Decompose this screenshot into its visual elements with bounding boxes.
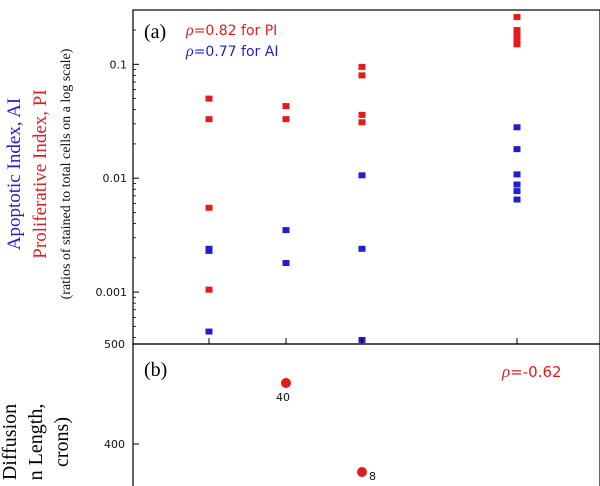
y-axis-label-pi: Proliferative Index, PI xyxy=(30,89,51,258)
point-pi xyxy=(513,32,521,39)
point-ai xyxy=(513,188,521,195)
point-pi xyxy=(282,103,290,110)
point-pi xyxy=(282,116,290,123)
panel-a: (a) ρ=0.82 for PI ρ=0.77 for AI 0.10.010… xyxy=(4,9,600,345)
point-label: 40 xyxy=(276,391,290,404)
point-ai xyxy=(513,146,521,153)
panel-a-y-ticks: 0.1 0.01 0.001 xyxy=(96,29,139,338)
point-pi xyxy=(358,63,366,70)
point-label: 8 xyxy=(369,470,376,483)
point-ai xyxy=(513,196,521,203)
point-pi xyxy=(358,119,366,126)
point-ai xyxy=(205,328,213,335)
point-ai xyxy=(205,247,213,254)
annotation-pi: ρ=0.82 for PI xyxy=(185,22,277,39)
panel-b-ylabel-line-1: Diffusion xyxy=(0,404,21,480)
panel-b-y-ticks: 500 400 xyxy=(104,338,139,451)
point-ai xyxy=(282,260,290,267)
panel-b-ylabel-line-2: n Length, xyxy=(25,404,47,481)
annotation-rho-b: ρ=-0.62 xyxy=(501,362,562,381)
point-ai xyxy=(282,227,290,234)
point-ai xyxy=(358,172,366,179)
point-pi xyxy=(513,27,521,34)
point-ai xyxy=(513,171,521,178)
panel-a-points xyxy=(205,14,521,343)
point-pi xyxy=(513,14,521,21)
point-diffusion xyxy=(357,467,367,477)
panel-a-label: (a) xyxy=(144,21,166,43)
panel-b-label: (b) xyxy=(144,359,167,381)
point-pi xyxy=(358,72,366,79)
point-pi xyxy=(205,204,213,211)
y-axis-label-note: (ratios of stained to total cells on a l… xyxy=(59,48,74,299)
point-ai xyxy=(513,124,521,131)
annotation-ai: ρ=0.77 for AI xyxy=(185,43,278,60)
y-tick-label: 400 xyxy=(104,438,125,451)
point-pi xyxy=(513,36,521,43)
point-ai xyxy=(358,245,366,252)
point-pi xyxy=(205,286,213,293)
y-tick-label: 0.01 xyxy=(103,172,128,185)
point-pi xyxy=(205,116,213,123)
point-ai xyxy=(513,181,521,188)
y-axis-label-ai: Apoptotic Index, AI xyxy=(4,98,25,251)
panel-a-frame xyxy=(132,9,600,345)
panel-b-frame xyxy=(132,343,600,486)
y-tick-label: 500 xyxy=(104,338,125,351)
panel-a-x-ticks xyxy=(208,338,518,344)
point-pi xyxy=(513,41,521,48)
panel-b-points: 40814 xyxy=(276,378,376,483)
point-diffusion xyxy=(281,378,291,388)
point-pi xyxy=(205,95,213,102)
point-pi xyxy=(358,111,366,118)
y-tick-label: 0.001 xyxy=(96,286,128,299)
panel-b-ylabel-line-3: crons) xyxy=(51,417,73,467)
y-tick-label: 0.1 xyxy=(110,58,128,71)
